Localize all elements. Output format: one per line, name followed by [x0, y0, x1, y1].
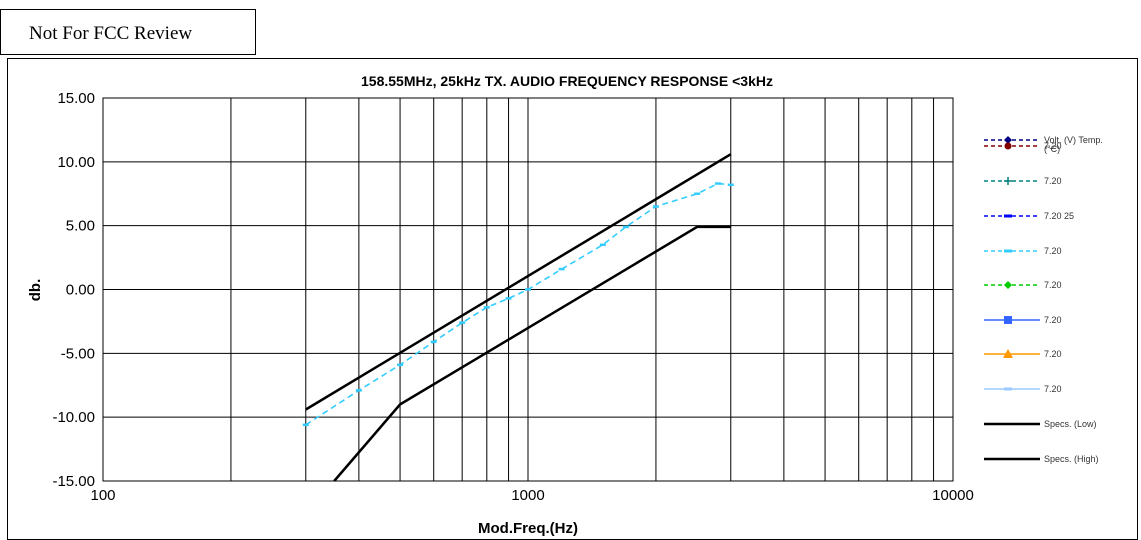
legend-label: 7.20: [1044, 246, 1062, 256]
legend-label: Specs. (Low): [1044, 419, 1097, 429]
x-tick-label: 100: [90, 487, 115, 504]
legend-marker: [1004, 136, 1012, 144]
y-tick-label: 5.00: [66, 218, 95, 235]
legend-label: 7.20: [1044, 141, 1062, 151]
series-layer: [302, 153, 734, 482]
review-label-box: Not For FCC Review: [0, 9, 256, 55]
legend-marker: [1004, 142, 1012, 150]
legend: Volt. (V) Temp.(°C)7.207.207.20 257.207.…: [984, 135, 1103, 464]
chart-grid: [102, 97, 954, 482]
series-line: [305, 182, 731, 426]
plot-area: [102, 97, 954, 482]
y-tick-label: -15.00: [52, 473, 95, 490]
y-tick-label: 10.00: [57, 154, 95, 171]
legend-marker: [1004, 281, 1012, 289]
legend-label: Specs. (High): [1044, 454, 1099, 464]
legend-label: 7.20: [1044, 176, 1062, 186]
legend-label: 7.20: [1044, 315, 1062, 325]
chart-frame: [7, 58, 1138, 540]
chart-title: 158.55MHz, 25kHz TX. AUDIO FREQUENCY RES…: [361, 73, 773, 89]
y-tick-label: -5.00: [61, 345, 95, 362]
legend-label: (°C): [1044, 144, 1060, 154]
legend-label: 7.20: [1044, 384, 1062, 394]
x-tick-label: 10000: [932, 487, 974, 504]
series-line: [305, 153, 732, 411]
legend-label: 7.20: [1044, 349, 1062, 359]
y-tick-label: -10.00: [52, 409, 95, 426]
x-tick-label: 1000: [511, 487, 544, 504]
legend-label: 7.20 25: [1044, 211, 1074, 221]
legend-marker: [1004, 316, 1012, 324]
legend-label: Volt. (V) Temp.: [1044, 135, 1103, 145]
y-axis-label: db.: [27, 279, 44, 302]
x-axis-label: Mod.Freq.(Hz): [478, 520, 578, 537]
legend-label: 7.20: [1044, 280, 1062, 290]
review-label: Not For FCC Review: [29, 23, 193, 44]
legend-marker: [1003, 349, 1013, 358]
y-tick-label: 0.00: [66, 282, 95, 299]
y-tick-label: 15.00: [57, 90, 95, 107]
series-line: [333, 225, 731, 482]
